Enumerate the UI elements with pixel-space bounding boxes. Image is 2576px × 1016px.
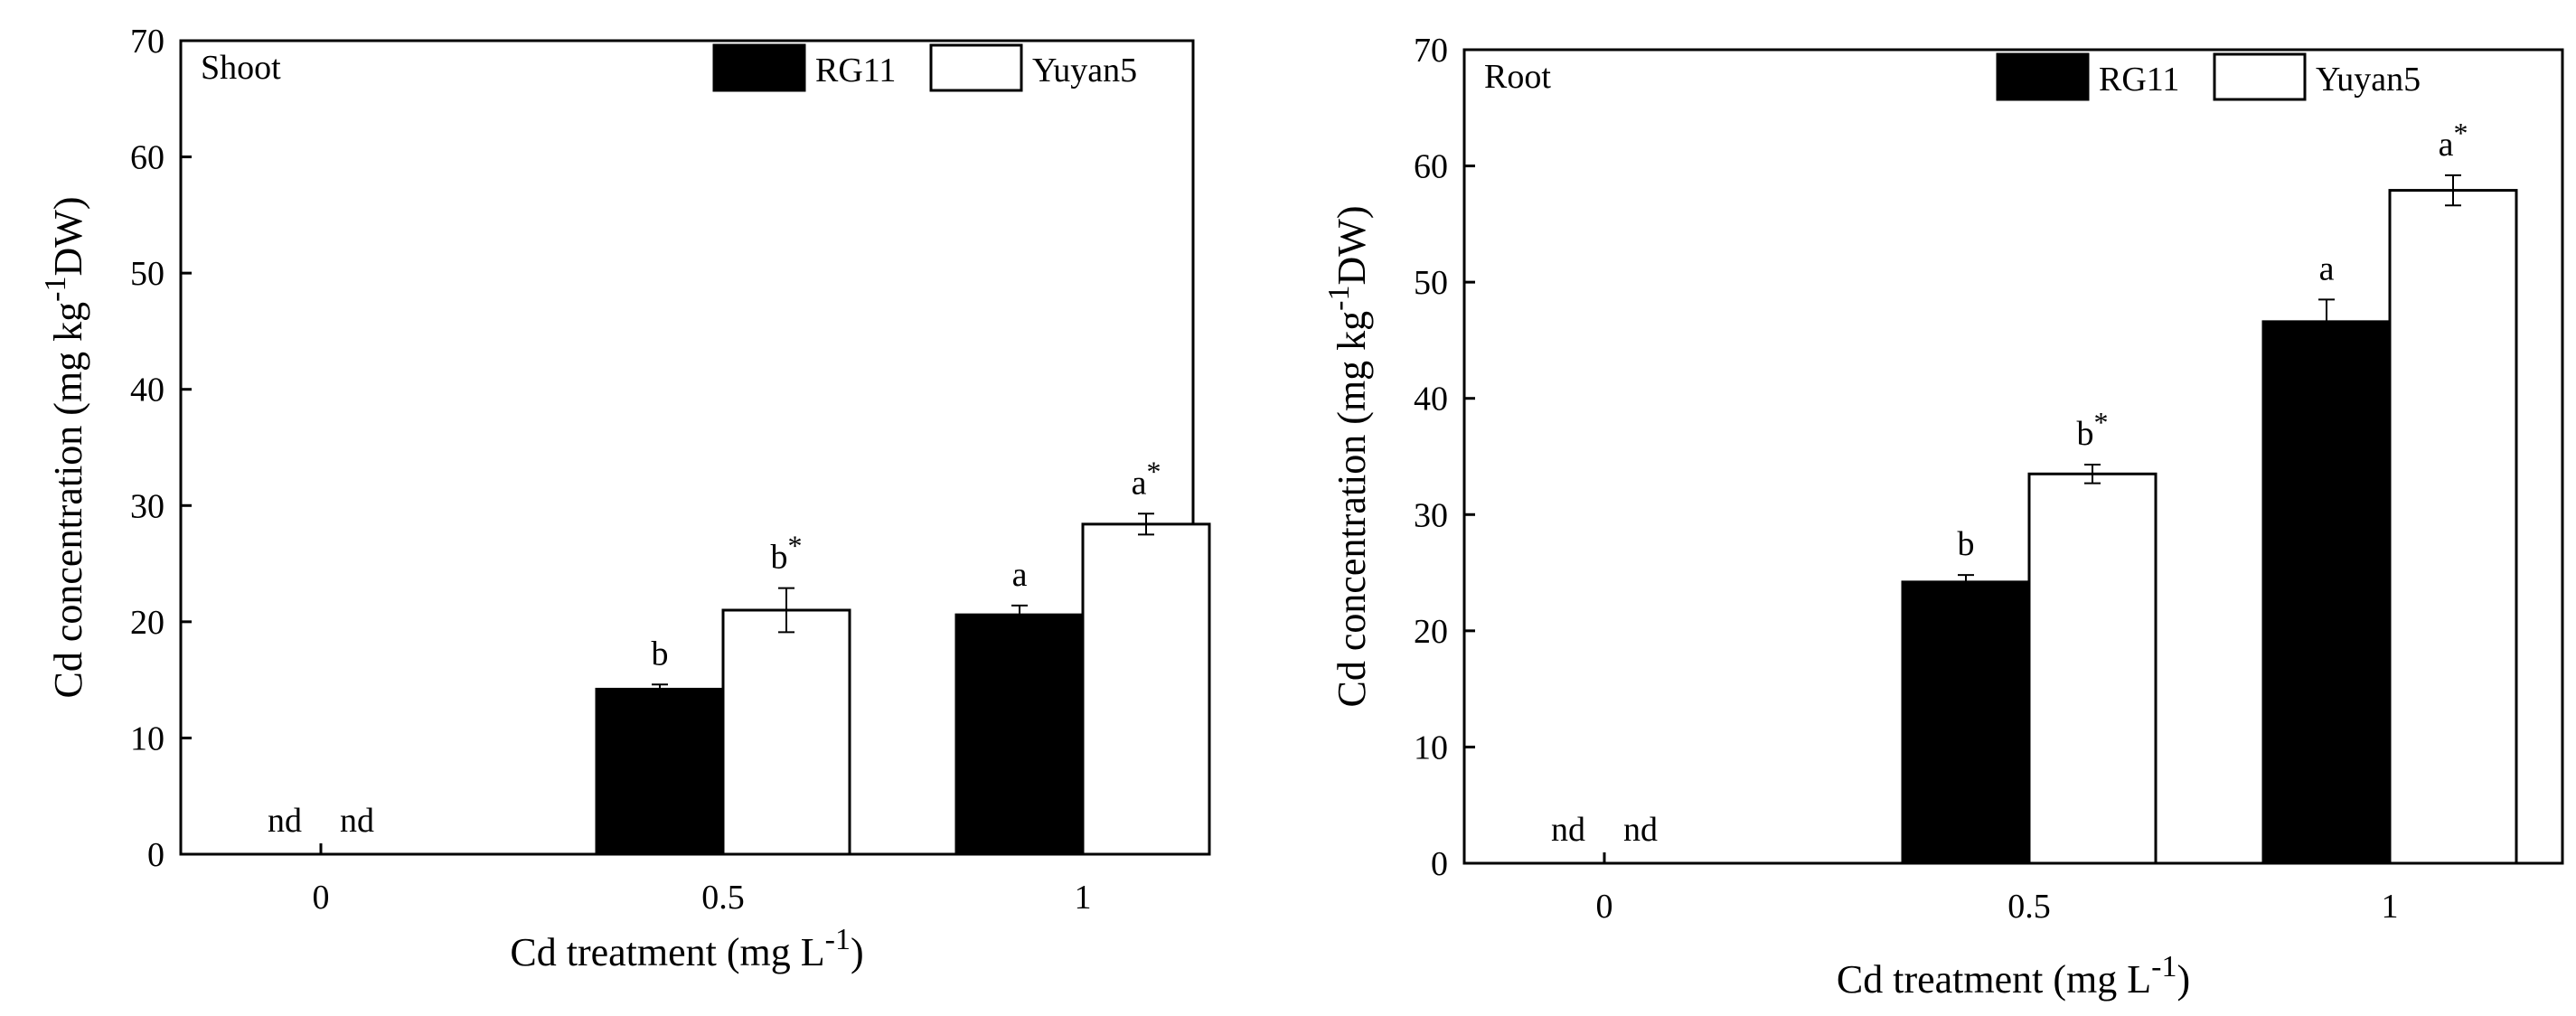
legend-swatch-yuyan5 <box>2213 52 2307 101</box>
y-tick-label: 10 <box>1414 729 1448 767</box>
x-axis-title: Cd treatment (mg L-1) <box>510 923 863 974</box>
bar-rg11-1 <box>954 613 1085 856</box>
y-tick-label: 50 <box>130 255 165 293</box>
x-tick-label: 0 <box>313 879 330 917</box>
panel-label: Shoot <box>201 49 281 87</box>
y-axis-title: Cd concentration (mg kg-1DW) <box>1322 206 1374 708</box>
y-tick-label: 60 <box>1414 148 1448 186</box>
legend-label-yuyan5: Yuyan5 <box>2316 61 2421 99</box>
chart-panel-root: 0 10 20 30 40 50 60 70 0 0.5 1 nd b a nd b* a* Root RG11 Yu… <box>1322 32 2564 1002</box>
legend-swatch-rg11 <box>1996 52 2090 101</box>
significance-label: b* <box>771 530 803 577</box>
significance-label: a <box>1012 556 1028 594</box>
significance-label: a <box>2319 249 2335 287</box>
legend-swatch-rg11 <box>712 43 806 92</box>
bar-yuyan5-1 <box>2388 189 2518 865</box>
bar-rg11-1 <box>2261 320 2392 865</box>
panel-label: Root <box>1484 58 1551 96</box>
bar-yuyan5-1 <box>1081 522 1211 856</box>
nd-label: nd <box>268 802 302 840</box>
y-tick-label: 30 <box>1414 496 1448 534</box>
bar-rg11-0.5 <box>1901 580 2031 865</box>
x-tick-label: 0 <box>1596 888 1613 926</box>
y-tick-label: 40 <box>1414 381 1448 419</box>
significance-label: b* <box>2077 406 2109 453</box>
x-tick-label: 1 <box>2382 888 2399 926</box>
significance-label: a* <box>2439 117 2468 164</box>
y-tick-label: 60 <box>130 139 165 177</box>
y-tick-label: 40 <box>130 372 165 409</box>
chart-panel-shoot: 0 10 20 30 40 50 60 70 0 0.5 1 nd b a nd b* a* Shoot RG11 Y… <box>39 23 1211 974</box>
significance-label: b <box>652 635 669 673</box>
y-tick-label: 20 <box>130 604 165 642</box>
y-tick-label: 0 <box>1431 845 1448 883</box>
nd-label: nd <box>340 802 374 840</box>
x-tick-label: 1 <box>1075 879 1092 917</box>
bar-rg11-0.5 <box>595 687 725 856</box>
legend-swatch-yuyan5 <box>929 43 1023 92</box>
bar-yuyan5-0.5 <box>721 608 851 856</box>
y-tick-label: 30 <box>130 487 165 525</box>
legend-label-rg11: RG11 <box>2099 61 2179 99</box>
y-tick-label: 50 <box>1414 264 1448 302</box>
y-tick-label: 0 <box>147 836 165 874</box>
legend-label-yuyan5: Yuyan5 <box>1032 52 1137 89</box>
nd-label: nd <box>1551 811 1585 849</box>
x-tick-label: 0.5 <box>2007 888 2051 926</box>
y-tick-label: 20 <box>1414 613 1448 651</box>
bar-yuyan5-0.5 <box>2027 472 2158 865</box>
y-tick-label: 70 <box>130 23 165 61</box>
x-tick-label: 0.5 <box>701 879 745 917</box>
significance-label: a* <box>1132 455 1161 502</box>
legend-label-rg11: RG11 <box>815 52 896 89</box>
y-tick-label: 10 <box>130 720 165 757</box>
significance-label: b <box>1958 525 1975 563</box>
nd-label: nd <box>1623 811 1658 849</box>
y-axis-title: Cd concentration (mg kg-1DW) <box>39 197 90 699</box>
y-tick-label: 70 <box>1414 32 1448 70</box>
x-axis-title: Cd treatment (mg L-1) <box>1837 950 2190 1002</box>
